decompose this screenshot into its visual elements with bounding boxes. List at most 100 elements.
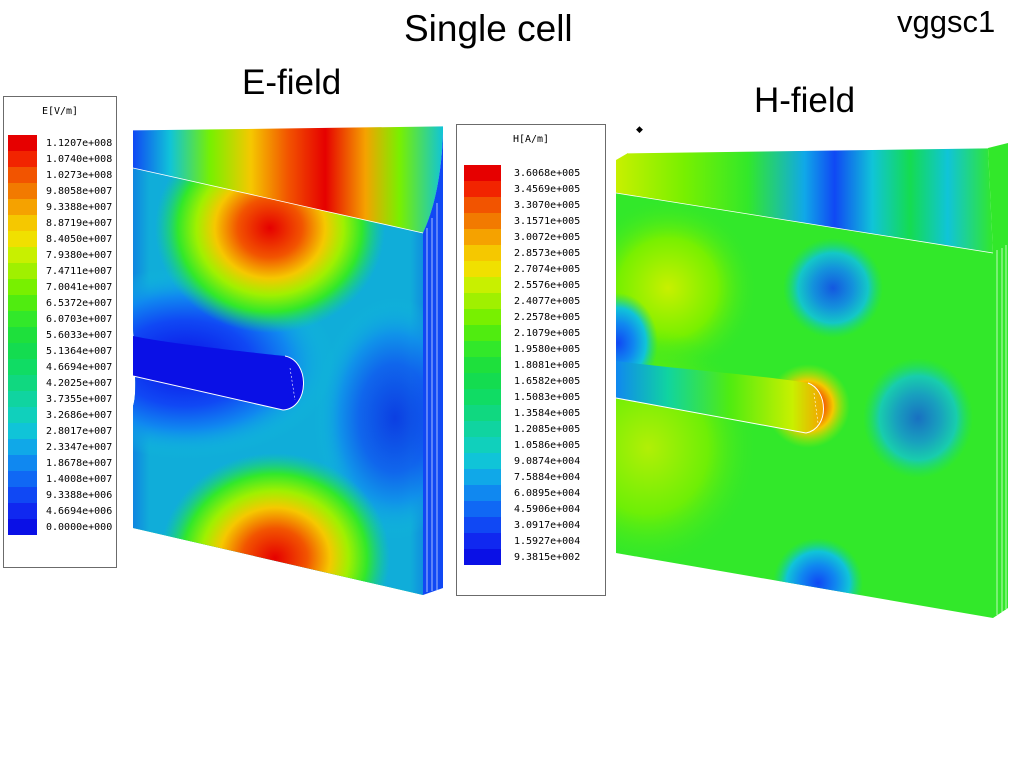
efield-legend-row: 7.9380e+007 [4, 247, 116, 263]
hfield-legend-swatch [464, 437, 501, 453]
hfield-legend-swatch [464, 501, 501, 517]
efield-legend-row: 3.7355e+007 [4, 391, 116, 407]
hfield-legend-swatch [464, 213, 501, 229]
efield-legend: E[V/m] 1.1207e+008 1.0740e+008 1.0273e+008… [3, 96, 117, 568]
efield-legend-value: 4.6694e+006 [46, 506, 113, 517]
efield-legend-swatch [8, 343, 37, 359]
efield-legend-row: 1.4008e+007 [4, 471, 116, 487]
efield-legend-value: 1.0740e+008 [46, 154, 113, 165]
efield-legend-value: 1.8678e+007 [46, 458, 113, 469]
efield-legend-swatch [8, 471, 37, 487]
efield-legend-swatch [8, 183, 37, 199]
hfield-legend-swatch [464, 341, 501, 357]
efield-legend-row: 7.0041e+007 [4, 279, 116, 295]
efield-legend-row: 9.3388e+007 [4, 199, 116, 215]
hfield-legend-swatch [464, 165, 501, 181]
hfield-legend-swatch [464, 245, 501, 261]
hfield-legend-value: 2.1079e+005 [514, 328, 581, 339]
efield-side-face [423, 133, 443, 595]
efield-legend-value: 6.5372e+007 [46, 298, 113, 309]
hfield-legend-swatch [464, 469, 501, 485]
hfield-legend-value: 1.2085e+005 [514, 424, 581, 435]
hfield-legend-value: 1.3584e+005 [514, 408, 581, 419]
hfield-front-face [616, 193, 993, 618]
hfield-legend-row: 7.5884e+004 [457, 469, 605, 485]
efield-legend-swatch [8, 295, 37, 311]
hfield-legend-value: 7.5884e+004 [514, 472, 581, 483]
efield-legend-swatch [8, 215, 37, 231]
hfield-legend-row: 3.6068e+005 [457, 165, 605, 181]
efield-legend-row: 1.8678e+007 [4, 455, 116, 471]
hfield-legend-row: 1.2085e+005 [457, 421, 605, 437]
hfield-legend-swatch [464, 181, 501, 197]
hfield-legend-row: 1.5927e+004 [457, 533, 605, 549]
hfield-nose-cone [615, 361, 824, 434]
hfield-legend-row: 2.8573e+005 [457, 245, 605, 261]
hfield-legend: H[A/m] 3.6068e+005 3.4569e+005 3.3070e+005… [456, 124, 606, 596]
efield-legend-swatch [8, 503, 37, 519]
hfield-legend-swatch [464, 389, 501, 405]
hfield-legend-row: 6.0895e+004 [457, 485, 605, 501]
hfield-legend-value: 9.0874e+004 [514, 456, 581, 467]
efield-legend-row: 6.0703e+007 [4, 311, 116, 327]
efield-legend-swatch [8, 151, 37, 167]
efield-legend-header: E[V/m] [41, 106, 79, 117]
hfield-legend-value: 1.9580e+005 [514, 344, 581, 355]
hfield-legend-row: 3.3070e+005 [457, 197, 605, 213]
efield-legend-value: 8.8719e+007 [46, 218, 113, 229]
efield-legend-value: 3.2686e+007 [46, 410, 113, 421]
hfield-side-face [988, 143, 1008, 618]
hfield-legend-swatch [464, 549, 501, 565]
hfield-legend-value: 1.6582e+005 [514, 376, 581, 387]
hfield-legend-row: 2.2578e+005 [457, 309, 605, 325]
efield-legend-value: 1.0273e+008 [46, 170, 113, 181]
efield-legend-value: 3.7355e+007 [46, 394, 113, 405]
efield-legend-row: 8.4050e+007 [4, 231, 116, 247]
hfield-legend-value: 6.0895e+004 [514, 488, 581, 499]
efield-legend-row: 1.0273e+008 [4, 167, 116, 183]
efield-legend-row: 0.0000e+000 [4, 519, 116, 535]
efield-legend-swatch [8, 455, 37, 471]
hfield-legend-value: 2.2578e+005 [514, 312, 581, 323]
hfield-legend-value: 3.3070e+005 [514, 200, 581, 211]
hfield-legend-swatch [464, 357, 501, 373]
hfield-legend-swatch [464, 325, 501, 341]
hfield-legend-row: 3.1571e+005 [457, 213, 605, 229]
efield-legend-value: 4.6694e+007 [46, 362, 113, 373]
efield-legend-row: 2.8017e+007 [4, 423, 116, 439]
hfield-legend-value: 3.4569e+005 [514, 184, 581, 195]
hfield-legend-row: 2.4077e+005 [457, 293, 605, 309]
hfield-legend-row: 2.7074e+005 [457, 261, 605, 277]
hfield-title: H-field [754, 81, 856, 120]
hfield-top-face [616, 148, 993, 253]
efield-legend-value: 0.0000e+000 [46, 522, 113, 533]
hfield-legend-row: 3.0917e+004 [457, 517, 605, 533]
hfield-legend-value: 2.5576e+005 [514, 280, 581, 291]
hfield-legend-swatch [464, 485, 501, 501]
hfield-legend-row: 4.5906e+004 [457, 501, 605, 517]
hfield-legend-row: 3.4569e+005 [457, 181, 605, 197]
hfield-legend-swatch [464, 229, 501, 245]
hfield-legend-row: 9.3815e+002 [457, 549, 605, 565]
efield-legend-swatch [8, 247, 37, 263]
efield-legend-row: 2.3347e+007 [4, 439, 116, 455]
efield-legend-swatch [8, 375, 37, 391]
efield-legend-value: 8.4050e+007 [46, 234, 113, 245]
efield-legend-swatch [8, 423, 37, 439]
hfield-legend-value: 3.0072e+005 [514, 232, 581, 243]
efield-legend-value: 7.0041e+007 [46, 282, 113, 293]
efield-legend-swatch [8, 487, 37, 503]
efield-legend-row: 9.3388e+006 [4, 487, 116, 503]
hfield-legend-row: 1.5083e+005 [457, 389, 605, 405]
hfield-legend-swatch [464, 261, 501, 277]
code-tag: vggsc1 [897, 4, 996, 39]
efield-legend-value: 4.2025e+007 [46, 378, 113, 389]
hfield-legend-row: 9.0874e+004 [457, 453, 605, 469]
hfield-legend-swatch [464, 277, 501, 293]
hfield-legend-swatch [464, 405, 501, 421]
efield-legend-row: 5.1364e+007 [4, 343, 116, 359]
efield-legend-rows: 1.1207e+008 1.0740e+008 1.0273e+008 9.8058e… [4, 135, 116, 535]
efield-legend-row: 1.1207e+008 [4, 135, 116, 151]
hfield-legend-row: 3.0072e+005 [457, 229, 605, 245]
marker-dot: ◆ [636, 124, 643, 134]
